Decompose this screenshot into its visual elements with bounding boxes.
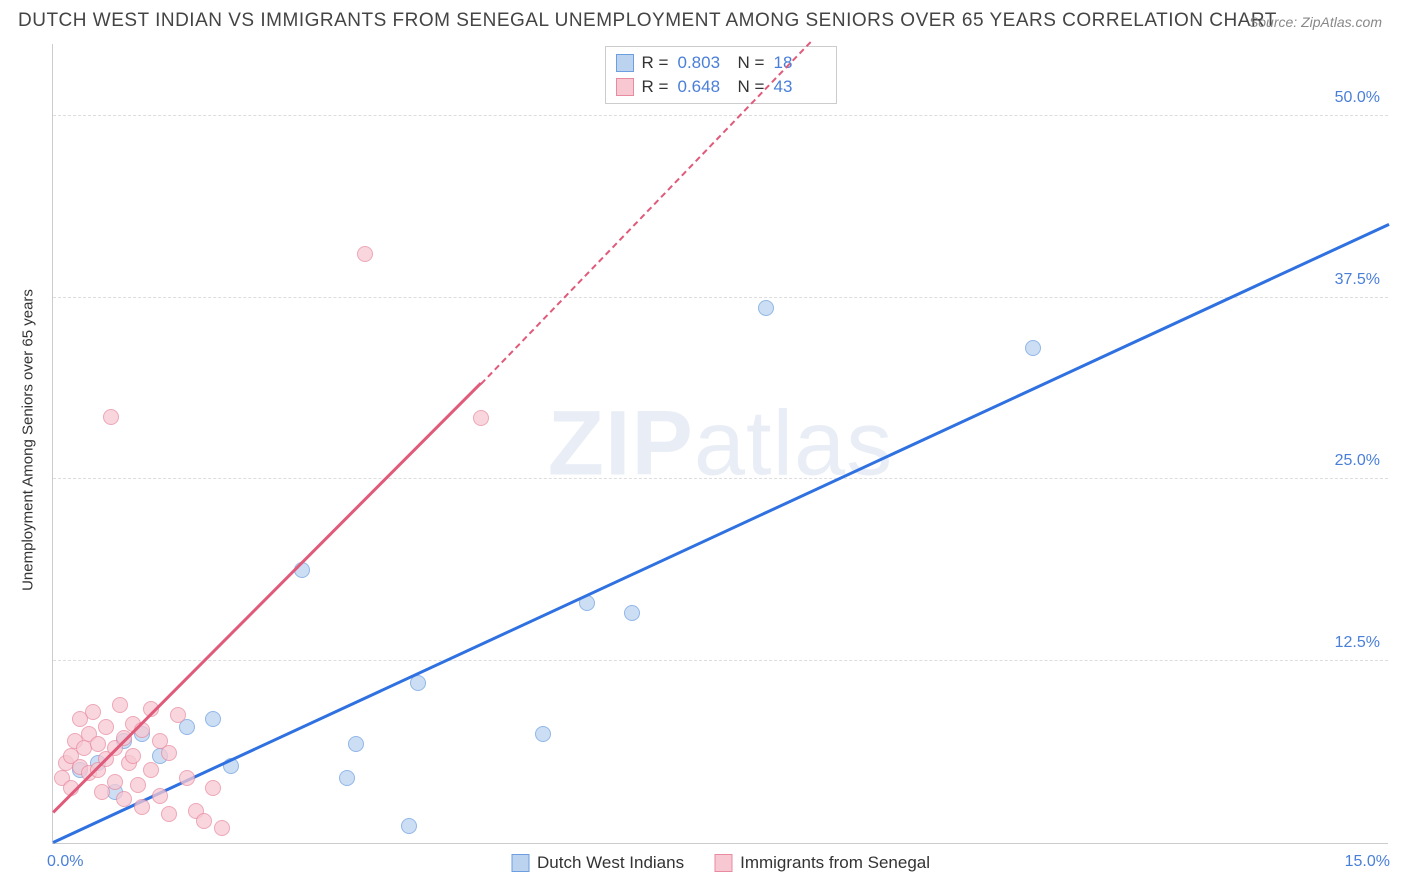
legend-row: R =0.648N =43 <box>616 75 826 99</box>
x-tick-max: 15.0% <box>1345 853 1390 871</box>
legend-n-value: 43 <box>774 77 826 97</box>
legend-series-name: Immigrants from Senegal <box>740 853 930 873</box>
scatter-point <box>1025 340 1041 356</box>
scatter-point <box>94 784 110 800</box>
scatter-point <box>205 711 221 727</box>
legend-swatch <box>616 54 634 72</box>
gridline <box>53 297 1388 298</box>
scatter-point <box>161 806 177 822</box>
y-tick-label: 50.0% <box>1335 89 1380 107</box>
scatter-point <box>98 719 114 735</box>
watermark: ZIPatlas <box>548 391 893 496</box>
scatter-point <box>134 799 150 815</box>
scatter-point <box>339 770 355 786</box>
plot-area: ZIPatlas R =0.803N =18R =0.648N =43 Dutc… <box>52 44 1388 844</box>
legend-r-value: 0.648 <box>678 77 730 97</box>
scatter-point <box>85 704 101 720</box>
trend-line <box>52 383 481 814</box>
gridline <box>53 478 1388 479</box>
gridline <box>53 115 1388 116</box>
scatter-point <box>103 409 119 425</box>
scatter-point <box>179 770 195 786</box>
scatter-point <box>152 788 168 804</box>
x-tick-min: 0.0% <box>47 853 83 871</box>
legend-n-label: N = <box>738 53 766 73</box>
y-tick-label: 25.0% <box>1335 452 1380 470</box>
scatter-point <box>130 777 146 793</box>
scatter-point <box>196 813 212 829</box>
y-tick-label: 12.5% <box>1335 634 1380 652</box>
scatter-point <box>170 707 186 723</box>
scatter-point <box>357 246 373 262</box>
scatter-point <box>125 748 141 764</box>
scatter-point <box>624 605 640 621</box>
legend-swatch <box>616 78 634 96</box>
y-tick-label: 37.5% <box>1335 271 1380 289</box>
chart-title: DUTCH WEST INDIAN VS IMMIGRANTS FROM SEN… <box>18 10 1277 32</box>
scatter-point <box>205 780 221 796</box>
scatter-point <box>535 726 551 742</box>
legend-r-value: 0.803 <box>678 53 730 73</box>
scatter-point <box>401 818 417 834</box>
scatter-point <box>348 736 364 752</box>
scatter-point <box>214 820 230 836</box>
legend-swatch <box>714 854 732 872</box>
trend-line <box>52 222 1389 842</box>
scatter-point <box>107 774 123 790</box>
scatter-point <box>161 745 177 761</box>
legend-swatch <box>511 854 529 872</box>
legend-series-item: Immigrants from Senegal <box>714 853 930 873</box>
legend-r-label: R = <box>642 53 670 73</box>
scatter-point <box>410 675 426 691</box>
scatter-point <box>116 791 132 807</box>
source-label: Source: ZipAtlas.com <box>1249 14 1382 30</box>
legend-series-name: Dutch West Indians <box>537 853 684 873</box>
scatter-point <box>112 697 128 713</box>
scatter-point <box>143 762 159 778</box>
scatter-point <box>473 410 489 426</box>
y-axis-label: Unemployment Among Seniors over 65 years <box>20 289 37 591</box>
scatter-point <box>90 736 106 752</box>
legend-row: R =0.803N =18 <box>616 51 826 75</box>
legend-r-label: R = <box>642 77 670 97</box>
scatter-point <box>758 300 774 316</box>
legend-series: Dutch West Indians Immigrants from Senega… <box>511 853 930 873</box>
legend-correlation: R =0.803N =18R =0.648N =43 <box>605 46 837 104</box>
gridline <box>53 660 1388 661</box>
legend-series-item: Dutch West Indians <box>511 853 684 873</box>
